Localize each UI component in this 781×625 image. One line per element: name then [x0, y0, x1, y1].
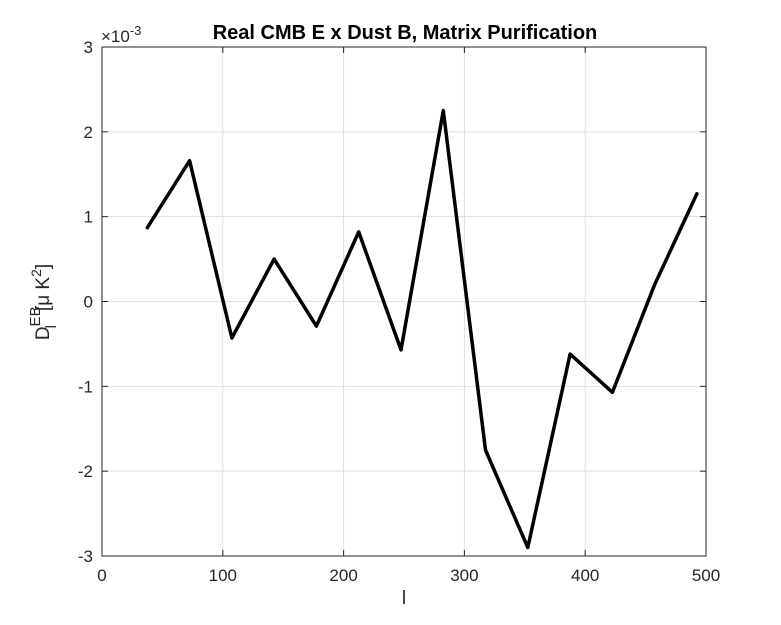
- data-point: [314, 324, 318, 328]
- tick-labels: 0 100 200 300 400 500 -3 -2 -1 0 1 2 3: [78, 38, 720, 585]
- x-tick-label: 400: [571, 566, 599, 585]
- x-tick-label: 0: [97, 566, 106, 585]
- data-point: [441, 109, 445, 113]
- axes-frame: [101, 46, 707, 557]
- data-point: [568, 352, 572, 356]
- chart-title: Real CMB E x Dust B, Matrix Purification: [213, 22, 598, 44]
- y-tick-label: 2: [84, 123, 93, 142]
- y-label-unit-k: K: [33, 277, 54, 295]
- series-line-eb: [145, 108, 699, 550]
- x-tick-label: 200: [329, 566, 357, 585]
- data-point: [526, 546, 530, 550]
- data-point: [188, 159, 192, 163]
- y-axis-label: DEBl [μ K2]: [27, 264, 60, 340]
- y-label-subscript: l: [43, 325, 60, 328]
- y-label-unit-mu: μ: [33, 295, 54, 306]
- data-point: [145, 226, 149, 230]
- data-point: [230, 336, 234, 340]
- x-tick-label: 500: [692, 566, 720, 585]
- y-tick-label: -1: [78, 377, 93, 396]
- y-tick-label: 3: [84, 38, 93, 57]
- y-tick-label: -3: [78, 547, 93, 566]
- data-point: [610, 390, 614, 394]
- data-point: [357, 230, 361, 234]
- y-axis-exponent: ×10-3: [101, 23, 141, 46]
- y-label-unit-power: 2: [28, 269, 44, 277]
- y-exponent-power: -3: [130, 23, 142, 38]
- data-point: [653, 283, 657, 287]
- data-series: [145, 108, 699, 550]
- x-tick-label: 100: [209, 566, 237, 585]
- y-label-unit-open: [: [33, 305, 54, 311]
- y-label-base: D: [33, 326, 54, 340]
- y-tick-label: 0: [84, 293, 93, 312]
- y-label-superscript: EB: [27, 306, 44, 326]
- data-point: [272, 257, 276, 261]
- y-tick-label: 1: [84, 208, 93, 227]
- x-tick-label: 300: [450, 566, 478, 585]
- y-exponent-prefix: ×10: [101, 27, 130, 46]
- grid-lines: [102, 47, 706, 556]
- x-axis-label: l: [402, 588, 406, 609]
- data-point: [484, 448, 488, 452]
- y-label-unit-close: ]: [33, 264, 54, 269]
- data-point: [695, 192, 699, 196]
- data-point: [399, 348, 403, 352]
- y-tick-label: -2: [78, 462, 93, 481]
